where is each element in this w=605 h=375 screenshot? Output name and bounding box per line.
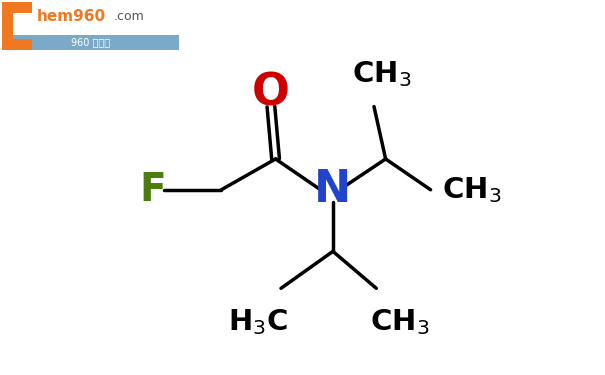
Text: CH$_3$: CH$_3$ bbox=[352, 59, 411, 89]
Text: 960 化工网: 960 化工网 bbox=[71, 38, 110, 48]
Text: .com: .com bbox=[113, 10, 144, 23]
Text: CH$_3$: CH$_3$ bbox=[370, 308, 429, 338]
Text: hem960: hem960 bbox=[36, 9, 105, 24]
Text: O: O bbox=[252, 71, 290, 114]
Text: H$_3$C: H$_3$C bbox=[227, 308, 288, 338]
Text: CH$_3$: CH$_3$ bbox=[442, 175, 502, 205]
Text: N: N bbox=[315, 168, 352, 211]
Bar bbox=[2, 35, 179, 50]
Polygon shape bbox=[2, 2, 32, 50]
Text: F: F bbox=[140, 171, 166, 209]
